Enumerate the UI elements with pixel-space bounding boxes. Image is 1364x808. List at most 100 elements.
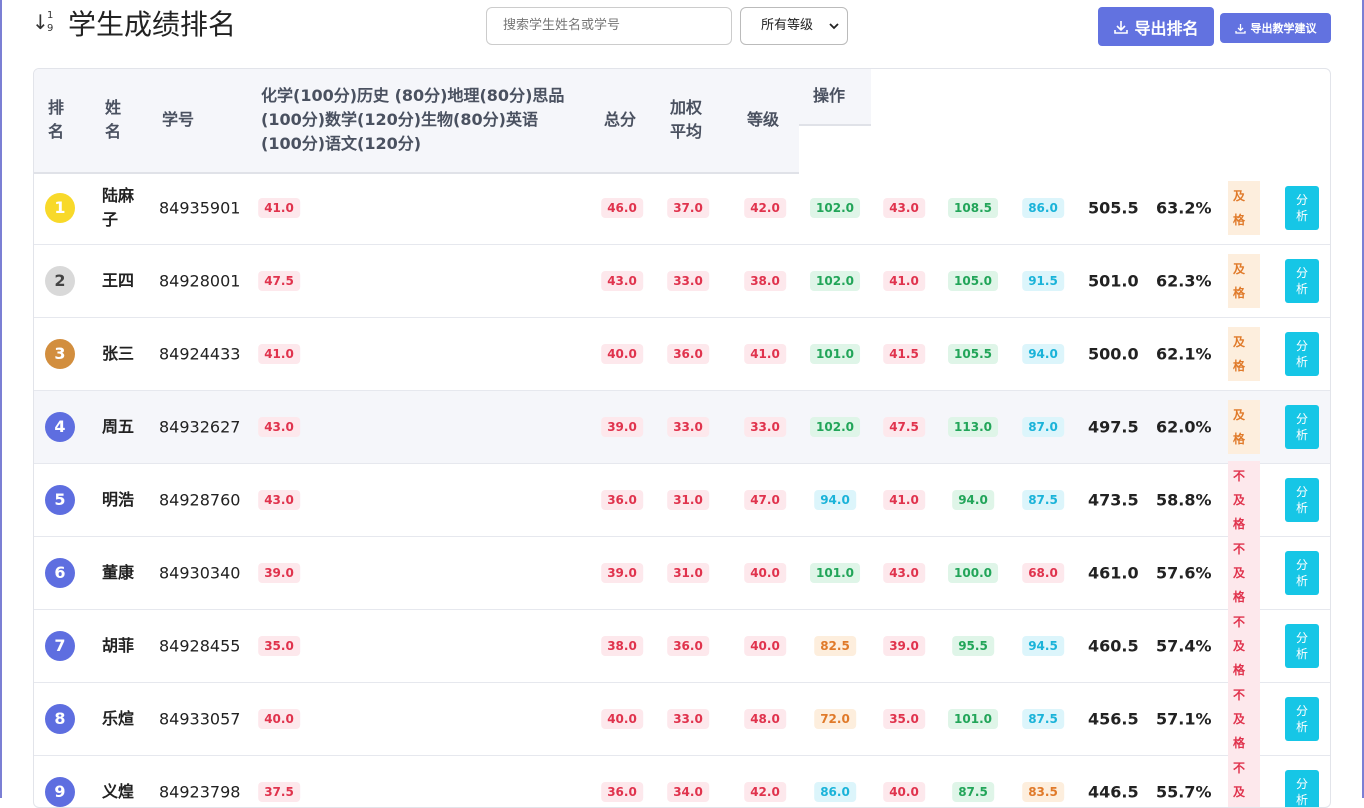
- grade-badge: 不及格: [1228, 680, 1260, 758]
- analyze-button[interactable]: 分析: [1285, 551, 1319, 595]
- table-row: 8 乐煊 84933057 40.0 40.0 33.0 48.0 72.0 35.0 101.0…: [34, 680, 1330, 758]
- grade-select[interactable]: 所有等级: [740, 7, 848, 45]
- score-badge: 31.0: [667, 563, 709, 583]
- total-score: 473.5: [1088, 490, 1139, 510]
- student-name: 胡菲: [102, 636, 135, 655]
- score-badge: 42.0: [744, 782, 786, 802]
- total-score: 500.0: [1088, 344, 1139, 364]
- table-row: 9 义煌 84923798 37.5 36.0 34.0 42.0 86.0 40.0 87.5 8…: [34, 753, 1330, 807]
- score-badge: 94.0: [1022, 344, 1064, 364]
- student-id: 84930340: [159, 563, 241, 583]
- score-badge: 34.0: [667, 782, 709, 802]
- score-badge: 86.0: [1022, 198, 1064, 218]
- score-badge: 38.0: [744, 271, 786, 291]
- score-badge: 41.0: [258, 344, 300, 364]
- score-badge: 101.0: [948, 709, 998, 729]
- analyze-button[interactable]: 分析: [1285, 259, 1319, 303]
- weighted-average: 55.7%: [1156, 782, 1212, 802]
- total-score: 501.0: [1088, 271, 1139, 291]
- analyze-button[interactable]: 分析: [1285, 697, 1319, 741]
- score-badge: 40.0: [744, 563, 786, 583]
- analyze-button[interactable]: 分析: [1285, 478, 1319, 522]
- total-score: 460.5: [1088, 636, 1139, 656]
- score-badge: 31.0: [667, 490, 709, 510]
- score-badge: 105.0: [948, 271, 998, 291]
- export-advice-button[interactable]: 导出教学建议: [1220, 13, 1331, 43]
- grade-badge: 及格: [1228, 327, 1260, 381]
- rank-badge: 7: [45, 631, 75, 661]
- grade-badge: 不及格: [1228, 753, 1260, 807]
- score-badge: 37.5: [258, 782, 300, 802]
- ranking-table: 排名 姓名 学号 化学(100分)历史 (80分)地理(80分)思品(100分)数学(…: [33, 68, 1331, 808]
- score-badge: 33.0: [667, 271, 709, 291]
- score-badge: 36.0: [667, 344, 709, 364]
- grade-badge: 不及格: [1228, 534, 1260, 612]
- score-badge: 82.5: [814, 636, 856, 656]
- score-badge: 40.0: [744, 636, 786, 656]
- score-badge: 101.0: [810, 344, 860, 364]
- weighted-average: 58.8%: [1156, 490, 1212, 510]
- analyze-button[interactable]: 分析: [1285, 332, 1319, 376]
- score-badge: 39.0: [883, 636, 925, 656]
- student-name: 张三: [102, 344, 135, 363]
- score-badge: 95.5: [952, 636, 994, 656]
- score-badge: 43.0: [258, 417, 300, 437]
- score-badge: 108.5: [948, 198, 998, 218]
- rank-badge: 3: [45, 339, 75, 369]
- rank-badge: 6: [45, 558, 75, 588]
- score-badge: 38.0: [601, 636, 643, 656]
- score-badge: 83.5: [1022, 782, 1064, 802]
- rank-badge: 5: [45, 485, 75, 515]
- student-name: 明浩: [102, 490, 135, 509]
- table-row: 6 董康 84930340 39.0 39.0 31.0 40.0 101.0 43.0 100.…: [34, 534, 1330, 612]
- header-action: 操作: [813, 86, 846, 105]
- download-icon: [1234, 23, 1246, 34]
- header-subjects: 化学(100分)历史 (80分)地理(80分)思品(100分)数学(120分)生…: [261, 86, 565, 153]
- analyze-button[interactable]: 分析: [1285, 405, 1319, 449]
- score-badge: 91.5: [1022, 271, 1064, 291]
- score-badge: 113.0: [948, 417, 998, 437]
- score-badge: 40.0: [258, 709, 300, 729]
- student-id: 84933057: [159, 709, 241, 729]
- analyze-button[interactable]: 分析: [1285, 624, 1319, 668]
- score-badge: 41.0: [883, 271, 925, 291]
- page-title: 学生成绩排名: [68, 8, 237, 41]
- export-rank-button[interactable]: 导出排名: [1098, 7, 1214, 46]
- score-badge: 42.0: [744, 198, 786, 218]
- caret: [829, 23, 839, 30]
- rank-badge: 4: [45, 412, 75, 442]
- rank-badge: 2: [45, 266, 75, 296]
- student-name: 周五: [102, 417, 135, 436]
- sort-arrow: ↓: [32, 10, 49, 34]
- score-badge: 33.0: [667, 417, 709, 437]
- score-badge: 46.0: [601, 198, 643, 218]
- table-row: 3 张三 84924433 41.0 40.0 36.0 41.0 101.0 41.5 105.…: [34, 318, 1330, 391]
- score-badge: 72.0: [814, 709, 856, 729]
- table-header: 排名 姓名 学号 化学(100分)历史 (80分)地理(80分)思品(100分)数学(…: [34, 69, 799, 174]
- search-input[interactable]: 搜索学生姓名或学号: [486, 7, 732, 45]
- select-text: 所有等级: [761, 18, 814, 33]
- header-rank: 排名: [48, 98, 65, 141]
- weighted-average: 62.0%: [1156, 417, 1212, 437]
- score-badge: 43.0: [883, 198, 925, 218]
- grade-badge: 及格: [1228, 400, 1260, 454]
- score-badge: 47.5: [883, 417, 925, 437]
- score-badge: 36.0: [601, 490, 643, 510]
- score-badge: 87.5: [1022, 490, 1064, 510]
- table-row: 1 陆麻子 84935901 41.0 46.0 37.0 42.0 102.0 43.0 108…: [34, 172, 1330, 245]
- score-badge: 87.5: [1022, 709, 1064, 729]
- sort-icon: ↓ 1 9: [32, 10, 58, 38]
- button-text: 导出排名: [1134, 18, 1199, 38]
- total-score: 461.0: [1088, 563, 1139, 583]
- student-id: 84932627: [159, 417, 241, 437]
- score-badge: 94.5: [1022, 636, 1064, 656]
- analyze-button[interactable]: 分析: [1285, 186, 1319, 230]
- student-name: 陆麻子: [102, 186, 135, 229]
- score-badge: 41.5: [883, 344, 925, 364]
- analyze-button[interactable]: 分析: [1285, 770, 1319, 807]
- grade-badge: 及格: [1228, 181, 1260, 235]
- student-name: 王四: [102, 271, 135, 290]
- weighted-average: 57.1%: [1156, 709, 1212, 729]
